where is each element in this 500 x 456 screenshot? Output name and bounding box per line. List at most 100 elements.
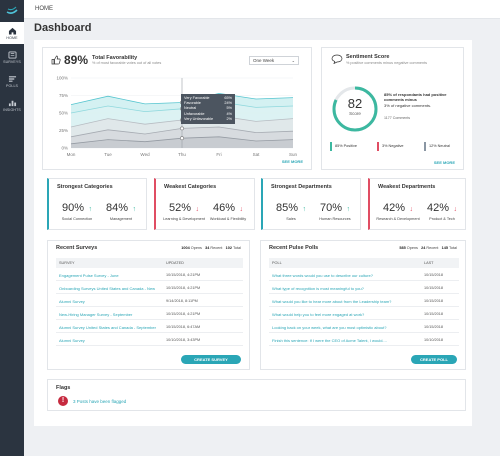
create-poll-button[interactable]: CREATE POLL [411,355,457,364]
x-tick-label: Wed [140,152,150,157]
metric-value: 52% [169,202,192,214]
chart-tooltip: Very Favorable 65% Favorable 24% Neutral 5%… [181,94,235,124]
sidebar: HOME SURVEYS POLLS INSIGHTS [0,0,24,456]
create-survey-button[interactable]: CREATE SURVEY [181,355,241,364]
row-title-link[interactable]: Engagement Pulse Survey - June [59,272,119,278]
row-date: 9/14/2018, 8:11PM [166,299,198,303]
y-tick-label: 100% [56,76,68,81]
card-title: Strongest Departments [271,184,332,190]
sidebar-item-home[interactable]: HOME [0,22,24,44]
sentiment-comment-count: 1177 Comments [384,116,411,120]
poll-row[interactable]: What type of recognition is most meaning… [269,283,459,294]
row-title-link[interactable]: Alumni Survey [59,298,85,304]
survey-row[interactable]: Onboarding Surveys United States and Can… [56,283,243,294]
updated-column-header[interactable]: UPDATED [166,261,184,265]
tooltip-value: 5% [226,106,233,111]
recent-count: 24 [421,246,426,250]
chevron-down-icon: ⌄ [291,58,295,63]
sentiment-card: Sentiment Score % positive comments minu… [321,47,464,170]
favorability-header: 89% Total Favorability % of most favorab… [51,53,161,67]
top-bar: HOME [24,0,500,19]
row-title-link[interactable]: What would help you to feel more engaged… [272,311,365,317]
survey-row[interactable]: Alumni Survey 10/10/2018, 3:43PM [56,335,243,346]
row-title-link[interactable]: Finish this sentence: If I were the CEO … [272,337,387,343]
survey-row[interactable]: Alumni Survey 9/14/2018, 8:11PM [56,296,243,307]
row-date: 10/15/2018 [424,312,444,316]
favorability-percent: 89% [64,53,89,67]
row-date: 10/15/2018 [424,325,444,329]
tooltip-row: Neutral 5% [184,106,232,111]
poll-row[interactable]: Finish this sentence: If I were the CEO … [269,335,459,346]
poll-row[interactable]: What would help you to feel more engaged… [269,309,459,320]
flags-card: Flags ! 3 Posts have been flagged [47,379,466,411]
flags-title: Flags [56,385,71,391]
metric-label: Workload & Flexibility [209,217,247,221]
arrow-down-icon: ↓ [195,206,199,213]
period-dropdown[interactable]: One Week ⌄ [249,56,299,65]
poll-row[interactable]: Looking back on your week, what are you … [269,322,459,333]
y-tick-label: 75% [59,93,68,98]
survey-row[interactable]: Engagement Pulse Survey - June 10/15/2018… [56,270,243,281]
sentiment-description: 85% of respondants had positive comments… [384,92,464,108]
arrow-up-icon: ↑ [88,206,92,213]
opens-count: 585 [399,246,406,250]
metric-label: Learning & Development [163,217,205,221]
sidebar-item-polls[interactable]: POLLS [0,70,24,92]
alert-icon: ! [58,396,68,406]
survey-row[interactable]: Alumni Survey United States and Canada -… [56,322,243,333]
negative-stat: 3% Negative [377,142,419,151]
row-title-link[interactable]: What type of recognition is most meaning… [272,285,364,291]
card-values: 52% ↓ Learning & Development 46% ↓ Workl… [162,198,250,222]
sidebar-item-insights[interactable]: INSIGHTS [0,94,24,116]
weakest-departments-card[interactable]: Weakest Departments 42% ↓ Research & Dev… [368,178,466,230]
strongest-departments-card[interactable]: Strongest Departments 85% ↑ Sales 70% ↑ … [261,178,361,230]
table-header: POLL LAST [269,258,459,268]
row-title-link[interactable]: What three words would you use to descri… [272,272,373,278]
sidebar-item-surveys[interactable]: SURVEYS [0,46,24,68]
poll-counts: 585 Opens 24 Recent 145 Total [399,246,457,250]
card-title: Weakest Departments [378,184,436,190]
app-logo[interactable] [0,0,24,20]
home-icon [8,27,16,35]
last-column-header[interactable]: LAST [424,261,434,265]
sentiment-see-more-link[interactable]: SEE MORE [433,160,455,165]
row-title-link[interactable]: New-Hiring Manager Survey - September [59,311,133,317]
gauge-fill [332,86,378,132]
flagged-posts-link[interactable]: 3 Posts have been flagged [73,399,127,404]
poll-row[interactable]: What three words would you use to descri… [269,270,459,281]
survey-row[interactable]: New-Hiring Manager Survey - September 10/… [56,309,243,320]
arrow-up-icon: ↑ [132,206,136,213]
survey-icon [8,50,16,59]
metric-label: Research & Development [376,217,420,221]
dashboard-panel: 89% Total Favorability % of most favorab… [34,40,472,426]
card-values: 42% ↓ Research & Development 42% ↓ Produ… [376,198,464,222]
metric-research-development: 42% ↓ Research & Development [376,198,420,222]
poll-column-header[interactable]: POLL [272,261,282,265]
sidebar-item-label: INSIGHTS [3,107,21,112]
survey-column-header[interactable]: SURVEY [59,261,75,265]
strongest-categories-card[interactable]: Strongest Categories 90% ↑ Social Connec… [47,178,147,230]
metric-workload-flexibility: 46% ↓ Workload & Flexibility [206,198,250,222]
recent-label: Recent [426,246,439,250]
metric-label: Social Connection [61,217,93,221]
hover-point[interactable] [180,136,184,141]
row-title-link[interactable]: Looking back on your week, what are you … [272,324,387,330]
row-title-link[interactable]: Alumni Survey [59,337,85,343]
row-title-link[interactable]: What would you like to hear more about f… [272,298,392,304]
sidebar-item-label: HOME [6,35,18,40]
tooltip-row: Unfavorable 4% [184,112,232,117]
opens-label: Opens [406,246,418,250]
poll-row[interactable]: What would you like to hear more about f… [269,296,459,307]
favorability-see-more-link[interactable]: SEE MORE [281,159,303,164]
metric-label: Product & Tech [429,217,455,221]
y-tick-label: 0% [61,146,68,151]
breadcrumb[interactable]: HOME [35,6,53,12]
weakest-categories-card[interactable]: Weakest Categories 52% ↓ Learning & Deve… [154,178,255,230]
row-title-link[interactable]: Onboarding Surveys United States and Can… [59,285,156,291]
hover-point[interactable] [180,126,184,131]
row-title-link[interactable]: Alumni Survey United States and Canada -… [59,324,156,330]
metric-value: 70% [320,202,343,214]
metric-value: 84% [106,202,129,214]
tooltip-row: Very Unfavorable 2% [184,117,232,122]
card-title: Weakest Categories [164,184,217,190]
